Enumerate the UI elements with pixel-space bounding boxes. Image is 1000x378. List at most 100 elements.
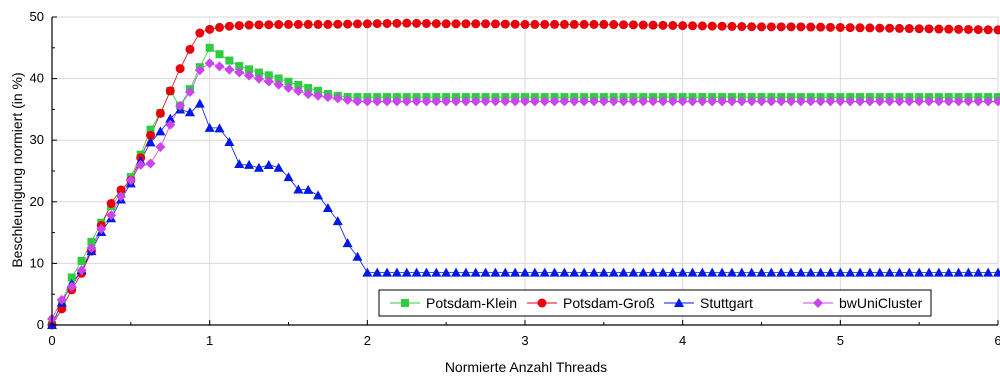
data-point-bwunicluster [244, 70, 255, 81]
data-point-potsdam-gro- [264, 20, 274, 30]
data-point-bwunicluster [352, 96, 363, 107]
data-point-potsdam-gro- [914, 24, 924, 34]
data-point-stuttgart [874, 267, 885, 277]
data-point-potsdam-gro- [284, 19, 293, 29]
data-point-stuttgart [401, 267, 412, 277]
data-point-potsdam-gro- [540, 19, 550, 29]
data-point-stuttgart [805, 267, 816, 277]
data-point-stuttgart [391, 267, 402, 277]
data-point-potsdam-gro- [589, 19, 599, 29]
data-point-potsdam-gro- [274, 20, 284, 30]
data-point-bwunicluster [648, 96, 659, 107]
legend-marker-potsdam-klein [401, 299, 409, 307]
data-point-potsdam-klein [264, 71, 273, 80]
y-tick-label: 20 [30, 194, 44, 209]
data-point-potsdam-gro- [530, 19, 540, 29]
data-point-potsdam-klein [994, 93, 1000, 102]
data-point-potsdam-gro- [421, 18, 431, 28]
data-point-stuttgart [273, 162, 284, 172]
data-point-potsdam-gro- [205, 24, 215, 34]
data-point-bwunicluster [520, 96, 530, 107]
data-point-stuttgart [864, 267, 875, 277]
data-point-bwunicluster [184, 87, 195, 98]
data-point-bwunicluster [313, 90, 324, 101]
data-point-stuttgart [372, 267, 383, 277]
data-point-bwunicluster [322, 92, 333, 103]
data-point-stuttgart [411, 267, 422, 277]
data-point-potsdam-gro- [678, 21, 688, 31]
data-point-potsdam-gro- [717, 21, 727, 31]
data-point-bwunicluster [825, 96, 836, 107]
data-point-bwunicluster [864, 96, 875, 107]
data-point-potsdam-klein [146, 125, 155, 134]
data-point-bwunicluster [401, 96, 412, 107]
data-point-stuttgart [884, 267, 895, 277]
data-point-stuttgart [165, 113, 176, 123]
data-point-stuttgart [795, 267, 806, 277]
data-point-bwunicluster [746, 96, 757, 107]
data-point-potsdam-gro- [579, 19, 589, 29]
y-tick-label: 0 [37, 317, 44, 332]
data-point-stuttgart [943, 267, 954, 277]
data-point-stuttgart [293, 184, 304, 194]
data-point-bwunicluster [224, 64, 235, 75]
data-point-potsdam-gro- [343, 19, 353, 29]
y-tick-label: 30 [30, 132, 44, 147]
data-point-stuttgart [145, 137, 156, 147]
data-point-stuttgart [776, 267, 787, 277]
data-point-stuttgart [588, 267, 599, 277]
data-point-potsdam-gro- [441, 19, 451, 29]
data-point-bwunicluster [953, 96, 964, 107]
data-point-bwunicluster [983, 96, 994, 107]
x-tick-label: 5 [837, 333, 844, 348]
data-point-bwunicluster [795, 96, 806, 107]
data-point-bwunicluster [500, 96, 511, 107]
data-point-potsdam-gro- [796, 22, 806, 32]
data-point-potsdam-gro- [924, 24, 934, 34]
data-point-potsdam-gro- [412, 18, 422, 28]
data-point-bwunicluster [135, 159, 146, 170]
data-point-bwunicluster [283, 82, 294, 93]
data-point-bwunicluster [362, 96, 373, 107]
data-point-potsdam-gro- [816, 22, 826, 32]
data-point-potsdam-gro- [392, 18, 402, 28]
data-point-potsdam-gro- [648, 20, 658, 30]
data-point-potsdam-gro- [934, 24, 944, 34]
data-point-stuttgart [657, 267, 668, 277]
data-point-potsdam-gro- [165, 86, 175, 96]
data-point-bwunicluster [598, 96, 609, 107]
data-point-bwunicluster [618, 96, 629, 107]
data-point-bwunicluster [569, 96, 580, 107]
data-point-stuttgart [234, 158, 245, 168]
data-point-bwunicluster [342, 95, 353, 106]
data-point-bwunicluster [391, 96, 402, 107]
data-point-potsdam-gro- [372, 19, 382, 29]
data-point-stuttgart [313, 190, 324, 200]
data-point-potsdam-gro- [303, 19, 313, 29]
data-point-potsdam-klein [245, 65, 254, 74]
data-point-bwunicluster [460, 96, 471, 107]
data-point-potsdam-gro- [362, 19, 372, 29]
data-point-bwunicluster [717, 96, 728, 107]
data-point-potsdam-gro- [697, 21, 707, 31]
data-point-bwunicluster [470, 96, 481, 107]
data-point-potsdam-gro- [993, 25, 1000, 35]
data-point-bwunicluster [165, 119, 176, 130]
y-tick-label: 50 [30, 9, 44, 24]
data-point-bwunicluster [510, 96, 521, 107]
data-point-stuttgart [756, 267, 767, 277]
data-point-bwunicluster [451, 96, 462, 107]
data-point-potsdam-gro- [707, 21, 717, 31]
data-point-bwunicluster [638, 96, 649, 107]
data-point-bwunicluster [86, 243, 97, 253]
data-point-stuttgart [993, 267, 1000, 277]
data-point-stuttgart [953, 267, 964, 277]
data-point-potsdam-gro- [234, 21, 244, 31]
y-tick-label: 40 [30, 71, 44, 86]
data-point-potsdam-gro- [727, 21, 737, 31]
data-point-bwunicluster [667, 96, 678, 107]
data-point-stuttgart [628, 267, 639, 277]
data-point-stuttgart [460, 267, 471, 277]
data-point-stuttgart [746, 267, 757, 277]
legend-marker-stuttgart [674, 298, 684, 307]
